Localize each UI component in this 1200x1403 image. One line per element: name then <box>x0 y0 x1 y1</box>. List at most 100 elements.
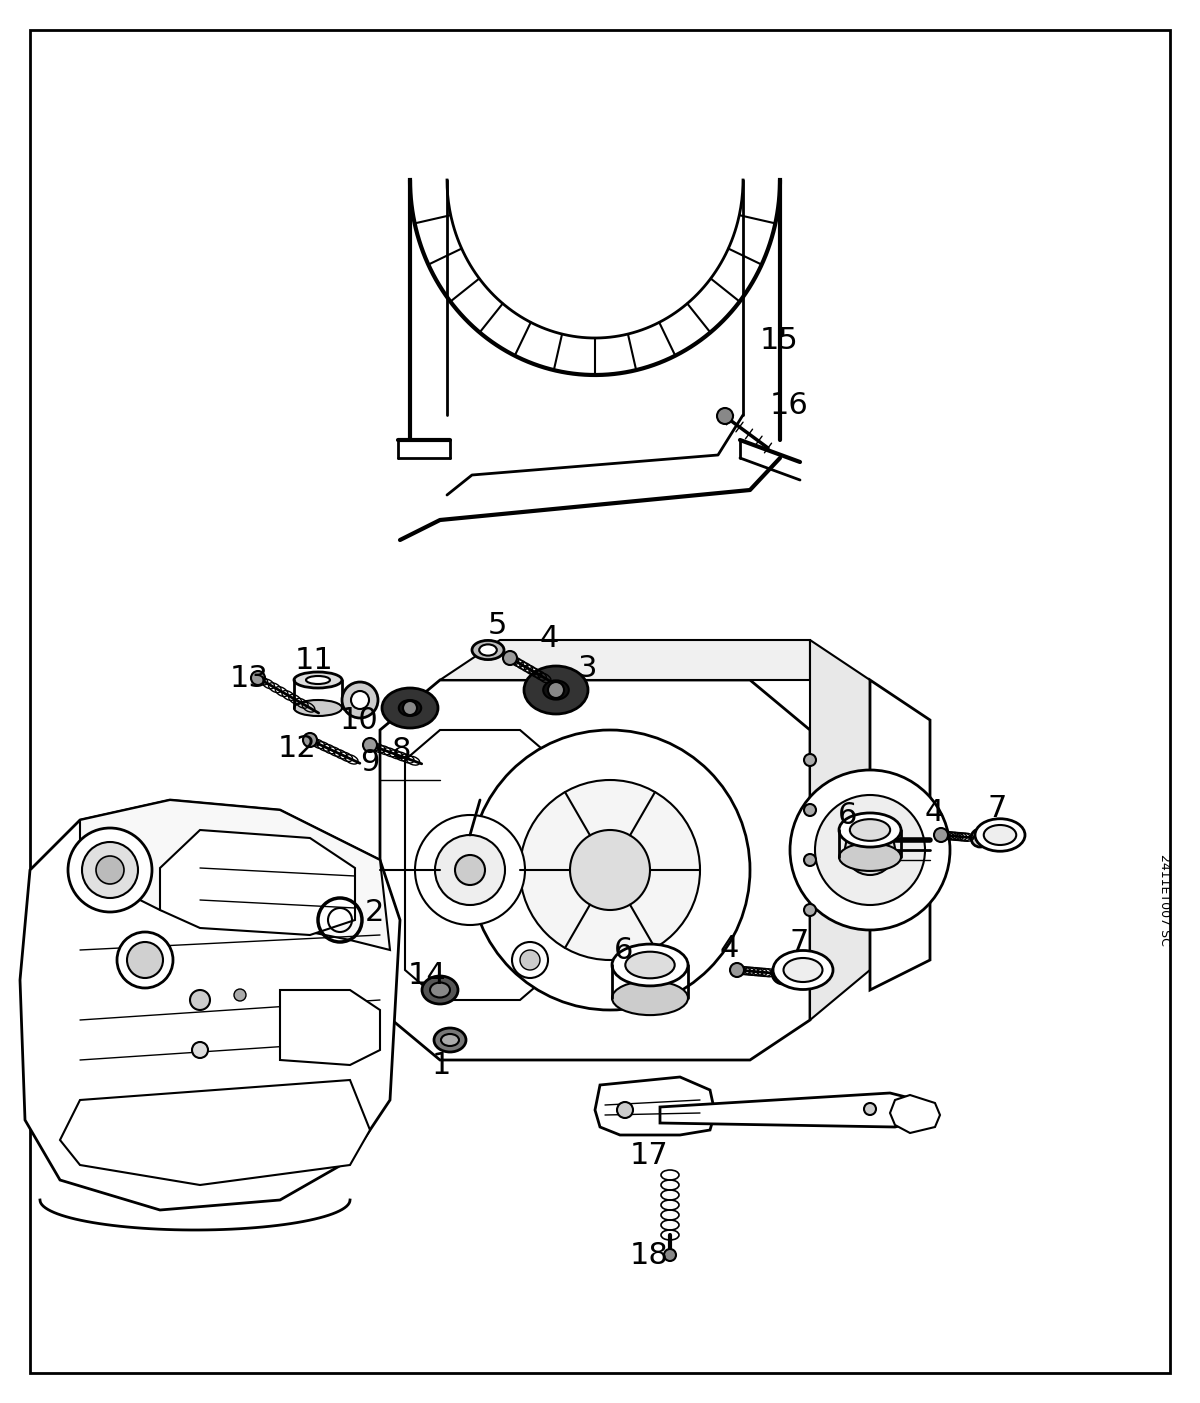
Polygon shape <box>870 680 930 991</box>
Circle shape <box>352 692 370 709</box>
Circle shape <box>512 941 548 978</box>
Circle shape <box>342 682 378 718</box>
Ellipse shape <box>974 819 1025 852</box>
Ellipse shape <box>422 976 458 1005</box>
Ellipse shape <box>773 950 833 989</box>
Circle shape <box>434 835 505 905</box>
Circle shape <box>415 815 524 925</box>
Ellipse shape <box>382 687 438 728</box>
Polygon shape <box>160 831 355 934</box>
Ellipse shape <box>472 640 504 659</box>
Circle shape <box>470 730 750 1010</box>
Circle shape <box>664 1249 676 1261</box>
Circle shape <box>804 904 816 916</box>
Text: 8: 8 <box>392 735 412 765</box>
Ellipse shape <box>479 644 497 655</box>
Ellipse shape <box>398 700 421 716</box>
Circle shape <box>778 968 788 978</box>
Polygon shape <box>380 680 810 1061</box>
Ellipse shape <box>984 825 1016 845</box>
Text: 3: 3 <box>578 654 598 682</box>
Text: 13: 13 <box>230 664 269 693</box>
Ellipse shape <box>294 700 342 716</box>
Polygon shape <box>80 800 390 950</box>
Text: 2411ET007 SC: 2411ET007 SC <box>1158 854 1171 946</box>
Text: 2: 2 <box>365 898 384 926</box>
Circle shape <box>234 989 246 1000</box>
Ellipse shape <box>612 944 688 986</box>
Ellipse shape <box>839 812 901 847</box>
Polygon shape <box>280 991 380 1065</box>
Text: 7: 7 <box>790 927 809 957</box>
Polygon shape <box>660 1093 935 1127</box>
Circle shape <box>68 828 152 912</box>
Circle shape <box>976 833 984 842</box>
Circle shape <box>364 738 377 752</box>
Text: 9: 9 <box>360 748 379 776</box>
Circle shape <box>815 796 925 905</box>
Circle shape <box>804 753 816 766</box>
Text: 6: 6 <box>838 801 857 829</box>
Text: 6: 6 <box>614 936 634 964</box>
Circle shape <box>96 856 124 884</box>
Polygon shape <box>810 640 870 1020</box>
Text: 10: 10 <box>340 706 379 735</box>
Polygon shape <box>890 1094 940 1134</box>
Circle shape <box>845 825 895 875</box>
Ellipse shape <box>524 666 588 714</box>
Ellipse shape <box>442 1034 458 1047</box>
Text: 15: 15 <box>760 325 799 355</box>
Polygon shape <box>406 730 554 1000</box>
Text: 17: 17 <box>630 1141 668 1170</box>
Text: 12: 12 <box>278 734 317 762</box>
Circle shape <box>503 651 517 665</box>
Polygon shape <box>410 180 780 441</box>
Ellipse shape <box>430 982 450 998</box>
Text: 11: 11 <box>295 645 334 675</box>
Circle shape <box>804 854 816 866</box>
Circle shape <box>127 941 163 978</box>
Ellipse shape <box>306 676 330 685</box>
Ellipse shape <box>434 1028 466 1052</box>
Ellipse shape <box>850 819 890 840</box>
Circle shape <box>790 770 950 930</box>
Circle shape <box>302 732 317 746</box>
Circle shape <box>570 831 650 911</box>
Text: 4: 4 <box>720 933 739 962</box>
Circle shape <box>192 1042 208 1058</box>
Ellipse shape <box>839 843 901 871</box>
Text: 18: 18 <box>630 1240 668 1270</box>
Text: 14: 14 <box>408 961 446 989</box>
Circle shape <box>864 1103 876 1115</box>
Polygon shape <box>60 1080 370 1186</box>
Circle shape <box>730 962 744 976</box>
Text: 16: 16 <box>770 390 809 419</box>
Polygon shape <box>20 800 400 1209</box>
Polygon shape <box>440 640 810 680</box>
Ellipse shape <box>612 981 688 1016</box>
Ellipse shape <box>544 680 569 700</box>
Circle shape <box>520 950 540 969</box>
Text: 4: 4 <box>925 797 944 826</box>
Circle shape <box>251 671 265 685</box>
Circle shape <box>455 854 485 885</box>
Circle shape <box>716 408 733 424</box>
Circle shape <box>190 991 210 1010</box>
Text: 1: 1 <box>432 1051 451 1079</box>
Circle shape <box>403 702 418 716</box>
Circle shape <box>82 842 138 898</box>
Circle shape <box>772 962 794 984</box>
Circle shape <box>617 1101 634 1118</box>
Ellipse shape <box>294 672 342 687</box>
Circle shape <box>520 780 700 960</box>
Text: 4: 4 <box>540 623 559 652</box>
Circle shape <box>971 829 989 847</box>
Circle shape <box>548 682 564 699</box>
Ellipse shape <box>784 958 822 982</box>
Ellipse shape <box>625 951 674 978</box>
Circle shape <box>934 828 948 842</box>
Circle shape <box>118 932 173 988</box>
Text: 7: 7 <box>988 794 1007 822</box>
Circle shape <box>804 804 816 817</box>
Text: 5: 5 <box>488 610 508 640</box>
